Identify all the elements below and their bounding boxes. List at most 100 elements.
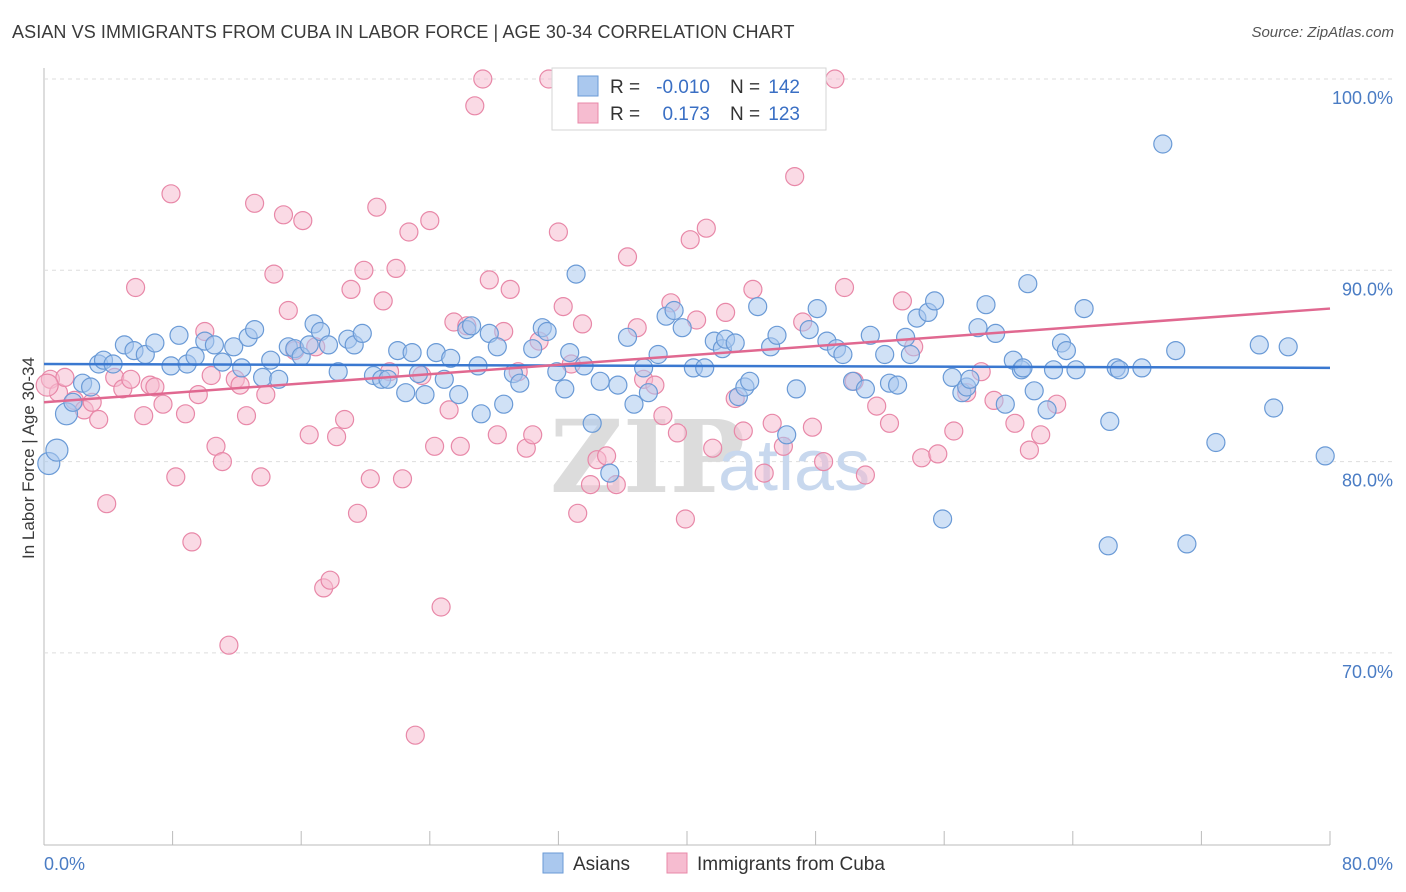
asians-point [45, 438, 69, 462]
asians-point [462, 316, 482, 336]
asians-point [995, 394, 1015, 414]
cuba-point [405, 725, 425, 745]
asians-point [1177, 534, 1197, 554]
cuba-point [121, 369, 141, 389]
asians-point [378, 369, 398, 389]
y-tick-label: 90.0% [1342, 279, 1393, 299]
cuba-point [1031, 425, 1051, 445]
stats-legend-swatch-asians [577, 75, 599, 97]
asians-point [600, 463, 620, 483]
cuba-point [473, 69, 493, 89]
cuba-point [928, 444, 948, 464]
asians-point [212, 352, 232, 372]
cuba-point [715, 302, 736, 322]
cuba-point [201, 365, 221, 386]
asians-point [441, 348, 461, 368]
asians-point [860, 325, 880, 345]
cuba-point [762, 413, 782, 433]
cuba-point [450, 436, 470, 456]
cuba-point [153, 394, 173, 414]
cuba-point [367, 197, 387, 217]
asians-point [402, 343, 422, 363]
cuba-point [802, 417, 823, 437]
cuba-point [182, 532, 202, 552]
asians-point [449, 385, 469, 405]
asians-point [510, 373, 530, 393]
asians-point [895, 327, 916, 347]
asians-point [523, 339, 543, 359]
cuba-point [89, 409, 109, 430]
asians-point [232, 358, 252, 378]
asians-point [1043, 360, 1064, 380]
asians-point [976, 295, 996, 315]
cuba-point [1005, 413, 1025, 433]
trend-line-cuba [43, 307, 1331, 404]
asians-point [807, 299, 827, 319]
cuba-point [236, 406, 257, 426]
stats-r-value-cuba: 0.173 [662, 104, 710, 125]
cuba-point [256, 385, 276, 405]
cuba-point [166, 467, 186, 487]
asians-point [261, 350, 281, 370]
cuba-point [696, 218, 716, 238]
stats-r-label-cuba: R = [610, 104, 640, 125]
cuba-point [425, 436, 445, 456]
cuba-point [813, 452, 834, 472]
asians-point [1056, 341, 1077, 361]
asians-point [471, 404, 491, 424]
asians-point [1315, 446, 1335, 466]
cuba-point [264, 264, 284, 284]
cuba-point [479, 270, 499, 290]
stats-n-label-cuba: N = [730, 104, 760, 125]
asians-point [799, 320, 819, 340]
asians-point [487, 337, 507, 357]
cuba-point [175, 404, 196, 424]
asians-point [204, 335, 224, 355]
cuba-point [161, 184, 181, 204]
asians-point [748, 297, 768, 317]
cuba-point [439, 400, 459, 420]
asians-point [638, 383, 659, 403]
asians-point [932, 509, 953, 529]
cuba-point [1019, 440, 1040, 460]
cuba-point [553, 297, 573, 317]
cuba-point [354, 260, 374, 280]
asians-point [777, 425, 797, 445]
asians-point [1100, 411, 1120, 431]
source-credit: Source: ZipAtlas.com [1251, 24, 1394, 41]
cuba-point [568, 503, 588, 523]
asians-point [924, 291, 945, 311]
cuba-point [347, 503, 368, 523]
asians-point [161, 356, 181, 376]
asians-point [590, 371, 610, 391]
asians-point [968, 318, 988, 338]
cuba-point [667, 423, 688, 443]
asians-point [855, 379, 876, 399]
asians-point [1166, 341, 1186, 361]
asians-point [415, 385, 435, 405]
cuba-point [212, 452, 232, 472]
cuba-point [327, 427, 347, 447]
cuba-point [944, 421, 964, 441]
cuba-point [754, 463, 774, 483]
cuba-point [465, 96, 485, 116]
series-asians-points [37, 134, 1335, 556]
chart-title: ASIAN VS IMMIGRANTS FROM CUBA IN LABOR F… [12, 22, 795, 42]
cuba-point [386, 258, 406, 278]
x-tick-label-max: 80.0% [1342, 854, 1393, 874]
cuba-point [392, 469, 413, 489]
asians-point [1153, 134, 1173, 154]
cuba-point [230, 375, 250, 395]
asians-point [253, 367, 273, 387]
stats-n-label-asians: N = [730, 77, 760, 98]
asians-point [1278, 337, 1298, 357]
cuba-point [825, 69, 845, 89]
asians-point [1206, 432, 1226, 453]
asians-point [537, 321, 557, 342]
x-tick-label-min: 0.0% [44, 854, 85, 874]
asians-point [582, 413, 602, 433]
cuba-point [912, 448, 932, 468]
series-legend: Asians Immigrants from Cuba [542, 852, 885, 875]
y-tick-label: 100.0% [1332, 88, 1393, 108]
cuba-point [35, 373, 59, 397]
